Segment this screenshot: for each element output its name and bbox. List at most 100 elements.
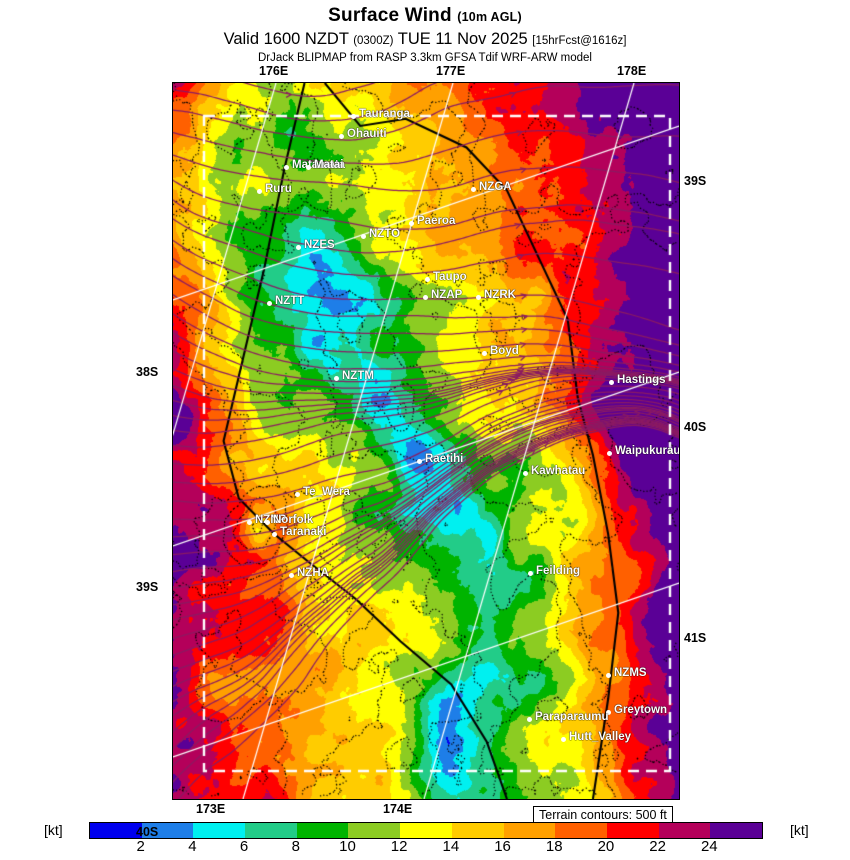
colorbar-segment xyxy=(90,823,142,838)
site-label: Boyd xyxy=(490,345,519,357)
colorbar-segment xyxy=(245,823,297,838)
map-frame: Tauranga Ohauiti Matamata Matai Ruru NZGA Paer… xyxy=(172,82,680,800)
site-dot-icon xyxy=(266,300,272,306)
site-dot-icon xyxy=(527,570,533,576)
valid-time: Valid 1600 NZDT xyxy=(223,30,349,48)
site-label: Matai xyxy=(314,159,344,171)
site-dot-icon xyxy=(560,736,566,742)
colorbar-segment xyxy=(193,823,246,838)
site-label: Te_Wera xyxy=(303,486,350,498)
site-dot-icon xyxy=(294,491,300,497)
site-dot-icon xyxy=(283,164,289,170)
site-label: Raetihi xyxy=(425,453,464,465)
colorbar-segment xyxy=(348,823,401,838)
axis-label-latitude-left: 38S xyxy=(136,365,159,379)
site-dot-icon xyxy=(522,470,528,476)
axis-label-longitude-bottom: 173E xyxy=(196,802,226,816)
colorbar-tick: 12 xyxy=(390,838,408,855)
site-dot-icon xyxy=(256,188,262,194)
colorbar-tick: 8 xyxy=(291,838,300,855)
site-dot-icon xyxy=(481,350,487,356)
colorbar-tick: 2 xyxy=(136,838,145,855)
colorbar-tick: 24 xyxy=(700,838,718,855)
colorbar-segment xyxy=(451,823,504,838)
colorbar-segment xyxy=(296,823,349,838)
site-dot-icon xyxy=(333,375,339,381)
colorbar-tick: 16 xyxy=(494,838,511,855)
valid-time-utc: (0300Z) xyxy=(353,35,394,47)
site-label: Kawhatau xyxy=(531,465,586,477)
site-dot-icon xyxy=(424,276,430,282)
colorbar-segment xyxy=(555,823,607,838)
title-subtitle: (10m AGL) xyxy=(457,10,522,24)
axis-label-longitude-top: 178E xyxy=(617,64,647,78)
site-label: Norfolk xyxy=(273,514,314,526)
site-label: Greytown xyxy=(614,704,668,716)
colorbar-panel: [kt] [kt] xyxy=(0,818,850,860)
site-label: NZGA xyxy=(479,181,512,193)
axis-label-longitude-top: 177E xyxy=(436,64,466,78)
colorbar-segment xyxy=(141,823,194,838)
site-dot-icon xyxy=(288,572,294,578)
site-dot-icon xyxy=(295,244,301,250)
site-label: NZMS xyxy=(614,667,647,679)
colorbar-tick: 22 xyxy=(649,838,666,855)
site-dot-icon xyxy=(608,379,614,385)
axis-label-latitude-left: 39S xyxy=(136,580,159,594)
site-label: Paraparaumu xyxy=(535,711,609,723)
site-label: Hutt_Valley xyxy=(569,731,631,743)
site-label: NZTM xyxy=(342,370,374,382)
site-dot-icon xyxy=(350,113,356,119)
site-label: Ohauiti xyxy=(347,128,387,140)
site-label: Taupo xyxy=(433,271,467,283)
chart-title: Surface Wind (10m AGL) xyxy=(0,5,850,27)
site-dot-icon xyxy=(605,709,611,715)
axis-label-latitude-right: 40S xyxy=(684,420,707,434)
site-dot-icon xyxy=(605,672,611,678)
site-dot-icon xyxy=(246,519,252,525)
axis-label-latitude-right: 39S xyxy=(684,174,707,188)
colorbar-tick: 4 xyxy=(188,838,197,855)
site-dot-icon xyxy=(606,450,612,456)
colorbar-segment xyxy=(606,823,659,838)
site-label: Paeroa xyxy=(417,215,456,227)
model-source: DrJack BLIPMAP from RASP 3.3km GFSA Tdif… xyxy=(257,52,592,64)
site-label: NZTT xyxy=(275,295,305,307)
colorbar-tick: 18 xyxy=(545,838,563,855)
site-label: Taranaki xyxy=(280,526,327,538)
site-label: NZAP xyxy=(431,289,463,301)
valid-time-line: Valid 1600 NZDT (0300Z) TUE 11 Nov 2025 … xyxy=(0,30,850,49)
axis-label-longitude-bottom: 174E xyxy=(383,802,413,816)
site-label: NZTO xyxy=(369,228,401,240)
site-dot-icon xyxy=(475,294,481,300)
site-dot-icon xyxy=(470,186,476,192)
wind-speed-heatmap xyxy=(173,83,679,799)
site-label: Tauranga xyxy=(359,108,410,120)
colorbar-tick: 10 xyxy=(339,838,356,855)
colorbar-tick: 14 xyxy=(442,838,460,855)
site-label: NZRK xyxy=(484,289,516,301)
axis-label-latitude-left: 40S xyxy=(136,825,159,839)
axis-label-latitude-right: 41S xyxy=(684,631,707,645)
site-label: Waipukurau xyxy=(615,445,680,457)
site-dot-icon xyxy=(305,164,311,170)
site-label: Matamata xyxy=(292,159,346,171)
site-label: Ruru xyxy=(265,183,292,195)
site-dot-icon xyxy=(416,458,422,464)
site-label: Hastings xyxy=(617,374,666,386)
site-label: NZES xyxy=(304,239,335,251)
site-dot-icon xyxy=(271,531,277,537)
colorbar-segment xyxy=(710,823,762,838)
site-label: NZHA xyxy=(297,567,329,579)
title-main: Surface Wind xyxy=(328,5,452,26)
colorbar-segment xyxy=(503,823,556,838)
title-block: Surface Wind (10m AGL) Valid 1600 NZDT (… xyxy=(0,0,850,64)
colorbar xyxy=(89,822,763,839)
site-dot-icon xyxy=(422,294,428,300)
site-label: NZNP xyxy=(255,514,287,526)
map-panel[interactable]: Tauranga Ohauiti Matamata Matai Ruru NZGA Paer… xyxy=(172,82,680,800)
site-dot-icon xyxy=(526,716,532,722)
site-dot-icon xyxy=(264,519,270,525)
colorbar-unit-left: [kt] xyxy=(44,822,63,838)
site-dot-icon xyxy=(408,220,414,226)
